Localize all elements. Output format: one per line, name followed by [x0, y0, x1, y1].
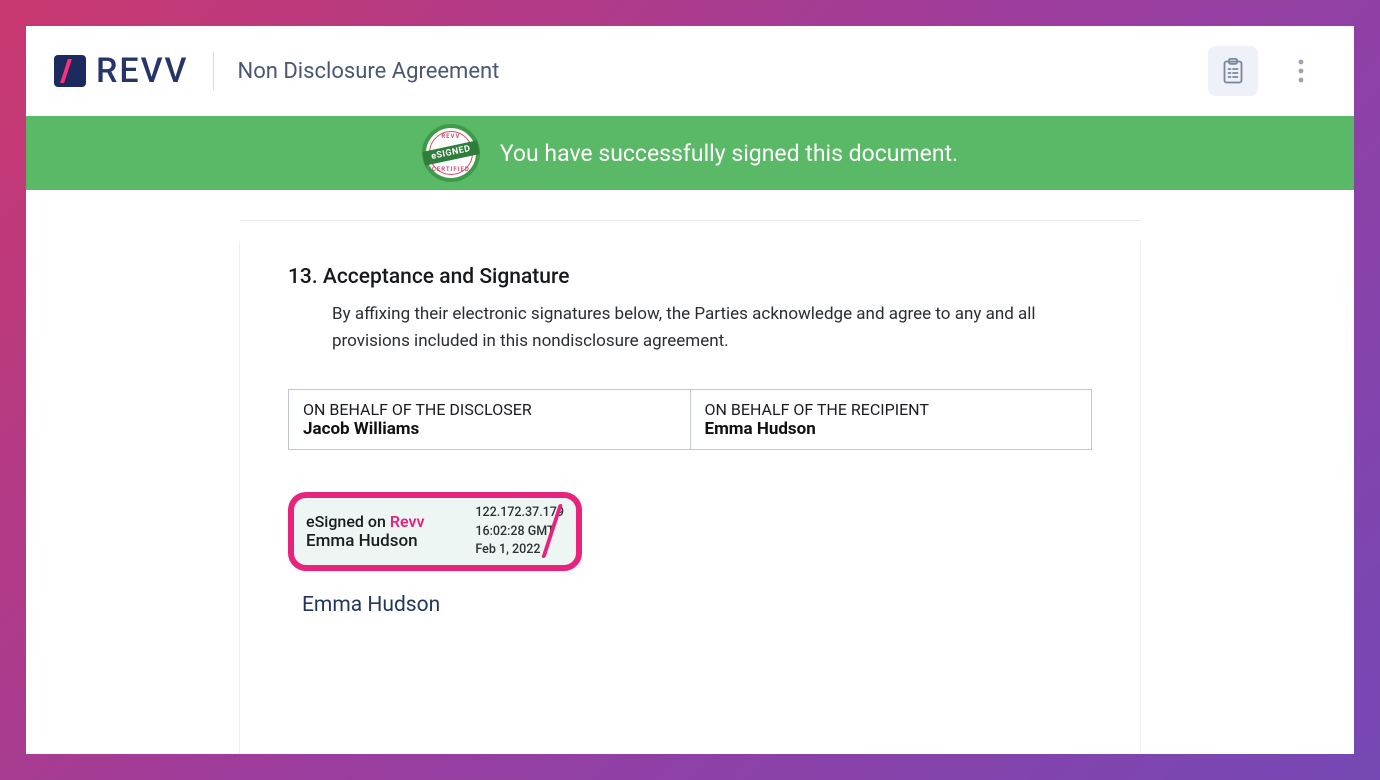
- discloser-role: ON BEHALF OF THE DISCLOSER: [303, 400, 676, 419]
- esign-brand: Revv: [390, 512, 425, 531]
- signer-display-name: Emma Hudson: [302, 593, 1092, 617]
- divider: [213, 52, 214, 90]
- signature-cell-discloser: ON BEHALF OF THE DISCLOSER Jacob William…: [289, 390, 691, 450]
- recipient-name: Emma Hudson: [705, 419, 1078, 439]
- logo-text: REVV: [96, 51, 189, 91]
- esign-signer: Emma Hudson: [306, 531, 461, 551]
- recipient-role: ON BEHALF OF THE RECIPIENT: [705, 400, 1078, 419]
- esigned-seal-icon: REVV eSIGNED CERTIFIED: [422, 124, 480, 182]
- esign-stamp: eSigned on Revv Emma Hudson 122.172.37.1…: [288, 492, 582, 570]
- logo[interactable]: REVV: [54, 51, 189, 91]
- page-divider: [240, 220, 1140, 221]
- clipboard-button[interactable]: [1208, 46, 1258, 96]
- more-vertical-icon: [1298, 59, 1304, 83]
- section-heading: 13. Acceptance and Signature: [288, 265, 1092, 289]
- document-title: Non Disclosure Agreement: [238, 59, 500, 84]
- signature-table: ON BEHALF OF THE DISCLOSER Jacob William…: [288, 389, 1092, 450]
- banner-message: You have successfully signed this docume…: [500, 140, 958, 167]
- success-banner: REVV eSIGNED CERTIFIED You have successf…: [26, 116, 1354, 190]
- document-wrap: 13. Acceptance and Signature By affixing…: [240, 190, 1140, 754]
- app-shell: REVV Non Disclosure Agreement: [26, 26, 1354, 754]
- discloser-name: Jacob Williams: [303, 419, 676, 439]
- section-body: By affixing their electronic signatures …: [288, 301, 1092, 355]
- clipboard-icon: [1222, 58, 1244, 84]
- topbar: REVV Non Disclosure Agreement: [26, 26, 1354, 116]
- more-button[interactable]: [1276, 46, 1326, 96]
- document-area: 13. Acceptance and Signature By affixing…: [26, 190, 1354, 754]
- document-page: 13. Acceptance and Signature By affixing…: [240, 241, 1140, 754]
- esign-line-1: eSigned on Revv: [306, 512, 461, 531]
- logo-icon: [54, 55, 86, 87]
- topbar-actions: [1208, 46, 1326, 96]
- revv-slash-icon: [544, 504, 562, 558]
- signature-cell-recipient: ON BEHALF OF THE RECIPIENT Emma Hudson: [690, 390, 1092, 450]
